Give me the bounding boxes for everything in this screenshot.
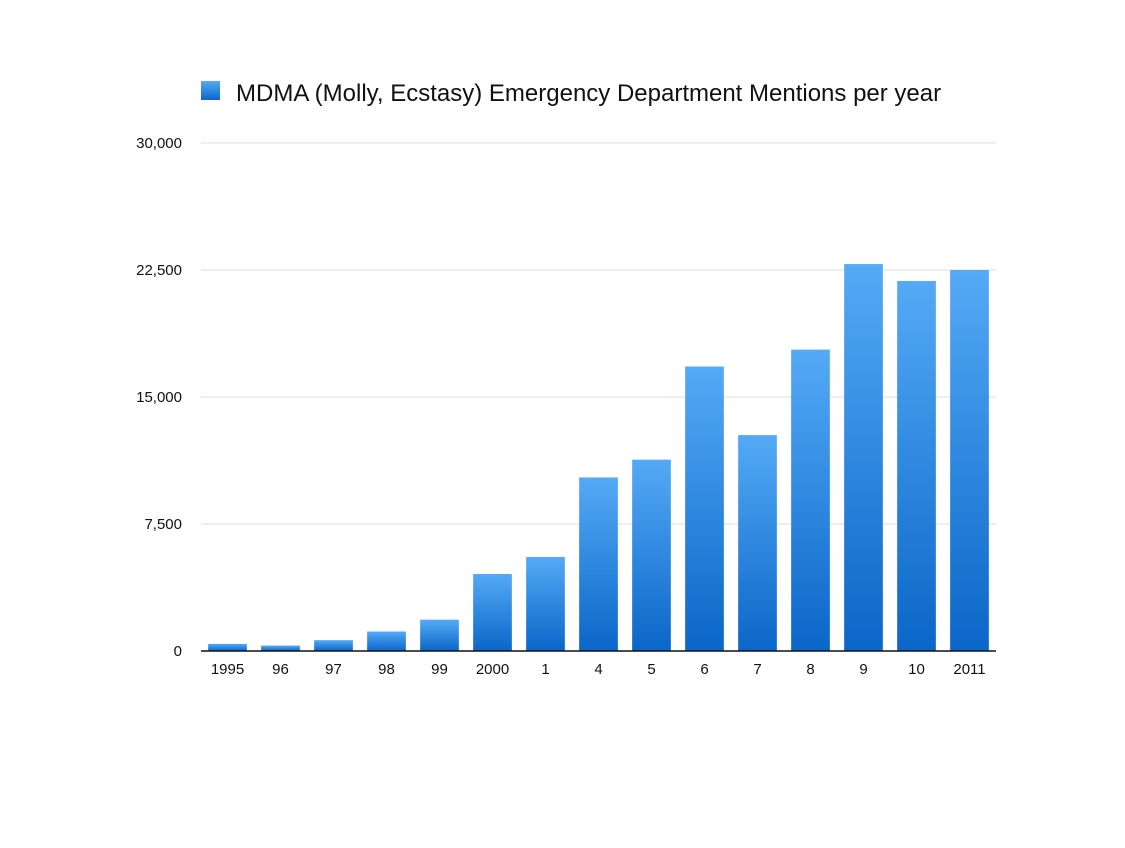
y-tick-label: 15,000 — [136, 389, 182, 406]
bar-13 — [897, 281, 936, 651]
y-tick-label: 30,000 — [136, 135, 182, 152]
bar-8 — [632, 459, 671, 651]
bar-0 — [208, 643, 247, 651]
bar-4 — [420, 619, 459, 651]
y-axis-ticks: 0 7,500 15,000 22,500 30,000 — [136, 135, 182, 660]
bar-7 — [579, 477, 618, 651]
x-tick-label: 5 — [647, 661, 655, 678]
x-tick-label: 4 — [594, 661, 602, 678]
bar-9 — [685, 366, 724, 651]
y-tick-label: 7,500 — [144, 516, 182, 533]
bar-10 — [738, 435, 777, 651]
x-tick-label: 2000 — [476, 661, 509, 678]
x-tick-label: 9 — [859, 661, 867, 678]
legend-label: MDMA (Molly, Ecstasy) Emergency Departme… — [236, 80, 941, 107]
bar-14 — [950, 270, 989, 651]
x-tick-label: 96 — [272, 661, 289, 678]
x-tick-label: 7 — [753, 661, 761, 678]
y-tick-label: 0 — [174, 643, 182, 660]
y-tick-label: 22,500 — [136, 262, 182, 279]
bar-11 — [791, 349, 830, 651]
bar-3 — [367, 631, 406, 651]
bar-12 — [844, 264, 883, 651]
bar-6 — [526, 557, 565, 651]
chart-legend: MDMA (Molly, Ecstasy) Emergency Departme… — [201, 80, 941, 107]
x-tick-label: 1 — [541, 661, 549, 678]
bars — [208, 264, 989, 651]
x-tick-label: 97 — [325, 661, 342, 678]
bar-5 — [473, 573, 512, 651]
x-tick-label: 1995 — [211, 661, 244, 678]
x-tick-label: 8 — [806, 661, 814, 678]
x-tick-label: 10 — [908, 661, 925, 678]
legend-swatch — [201, 81, 220, 100]
bar-2 — [314, 640, 353, 651]
x-tick-label: 6 — [700, 661, 708, 678]
x-tick-label: 99 — [431, 661, 448, 678]
x-tick-label: 98 — [378, 661, 395, 678]
x-tick-label: 2011 — [953, 661, 985, 678]
bar-1 — [261, 645, 300, 651]
x-axis-ticks: 1995 96 97 98 99 2000 1 4 5 6 7 8 9 10 2011 — [211, 661, 986, 678]
